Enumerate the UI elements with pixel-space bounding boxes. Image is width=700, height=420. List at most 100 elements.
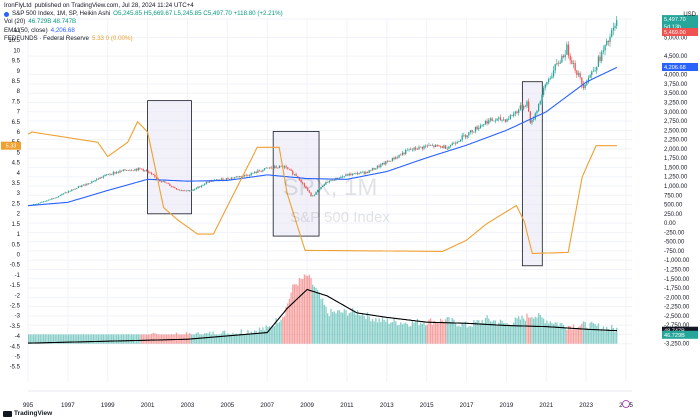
candle-body [91,181,93,184]
candle-body [154,174,156,177]
candle-body [576,70,578,75]
volume-bar [127,334,129,344]
volume-bar [54,334,56,344]
volume-bar [139,334,141,344]
legend-fed-row[interactable]: FEDFUNDS · Federal Reserve 5.33 0 (0.00%… [4,35,283,43]
ema-label[interactable]: EMA (50, close) [4,26,48,34]
recession-box-3[interactable] [521,81,543,267]
candlesticks[interactable] [28,16,618,207]
vol-label[interactable]: Vol (20) [4,18,26,26]
volume-bar [371,318,374,344]
watermark-name: S&P 500 Index [290,209,390,226]
volume-bar [305,275,307,344]
candle-body [444,145,447,149]
volume-bar [388,323,390,344]
fed-axis-tick: 3.5 [12,181,21,187]
recession-boxes[interactable] [147,81,543,267]
volume-bar [456,326,458,344]
candle-body [182,190,184,191]
candle-body [107,174,110,176]
candle-body [111,174,113,175]
time-axis-tick: 2005 [220,402,234,409]
candle-body [411,149,414,151]
candle-body [215,179,218,181]
candle-body [330,179,332,181]
price-marker-label: 5d 13h [664,24,681,30]
time-axis[interactable]: 995 1997 1999 2001 2003 2005 2007 2009 2011 2013 2… [23,390,634,409]
volume-bar [112,334,115,344]
volume-bar [165,334,168,344]
volume-bar [303,274,306,344]
candle-body [508,119,510,120]
fed-label[interactable]: FEDFUNDS · Federal Reserve [4,34,89,42]
recession-box-1[interactable] [147,100,192,215]
ema-value: 4,206.68 [50,26,75,34]
volume-bar [86,334,88,344]
volume-bar [167,334,169,344]
candle-body [275,166,277,168]
candle-body [114,172,116,174]
candle-body [597,56,600,67]
candle-body [237,176,239,178]
candle-body [474,126,477,132]
volume-bar [71,334,73,344]
candle-body [132,170,134,172]
candle-body [270,167,272,169]
candle-body [400,154,402,156]
settings-icon[interactable] [622,400,630,408]
volume-bar [32,334,35,344]
volume-bar [144,334,146,344]
candle-body [371,168,374,171]
candle-body [160,181,163,182]
publish-info: published on TradingView.com, Jul 28, 20… [34,2,194,9]
volume-bar [439,318,442,344]
candle-body [528,101,530,112]
legend-vol-row[interactable]: Vol (20) 46.729B 48.747B [4,18,283,26]
fedfunds-axis[interactable]: 1110.5109.598.587.576.565.554.543.532.52… [1,28,21,371]
recession-box-2[interactable] [272,131,320,237]
volume-bar [376,322,379,344]
candle-body [175,188,178,190]
candle-body [336,177,339,179]
volume-bar [277,323,279,344]
candle-body [443,145,445,148]
candle-body [97,178,100,180]
candle-body [360,172,362,174]
candle-body [96,178,98,181]
volume-bar [484,317,487,344]
volume-bar [308,274,311,344]
candle-body [562,55,565,58]
candle-body [86,183,88,186]
candle-body [238,176,241,178]
legend-ema-row[interactable]: EMA (50, close) 4,206.68 [4,27,283,35]
tradingview-logo[interactable]: TradingView [3,410,52,417]
candle-body [99,177,101,180]
candle-body [473,131,475,133]
volume-bar [551,323,553,344]
volume-bar [448,317,450,344]
candle-body [225,178,227,180]
price-axis-tick: 0.00 [664,221,676,227]
volume-bar [567,325,570,344]
volume-bar [571,329,573,344]
candle-body [46,200,48,202]
candle-body [496,118,498,121]
candle-body [463,135,465,136]
candle-body [556,63,558,65]
volume-bar [82,334,85,344]
candle-body [190,190,193,192]
price-axis[interactable]: 5,500.005,000.004,500.004,000.003,750.00… [664,17,690,348]
volume-bar [61,334,63,344]
volume-bar [499,319,502,344]
volume-bar [479,323,482,344]
volume-bar [34,334,36,344]
candle-body [586,82,588,85]
candle-body [278,166,281,169]
candle-body [233,177,236,179]
candle-body [262,169,264,172]
legend-symbol-row[interactable]: S&P 500 Index, 1M, SP, Heikin Ashi O5,24… [4,10,283,18]
candle-body [479,125,482,128]
symbol-title[interactable]: S&P 500 Index, 1M, SP, Heikin Ashi [12,10,111,18]
volume-bar [488,318,490,344]
